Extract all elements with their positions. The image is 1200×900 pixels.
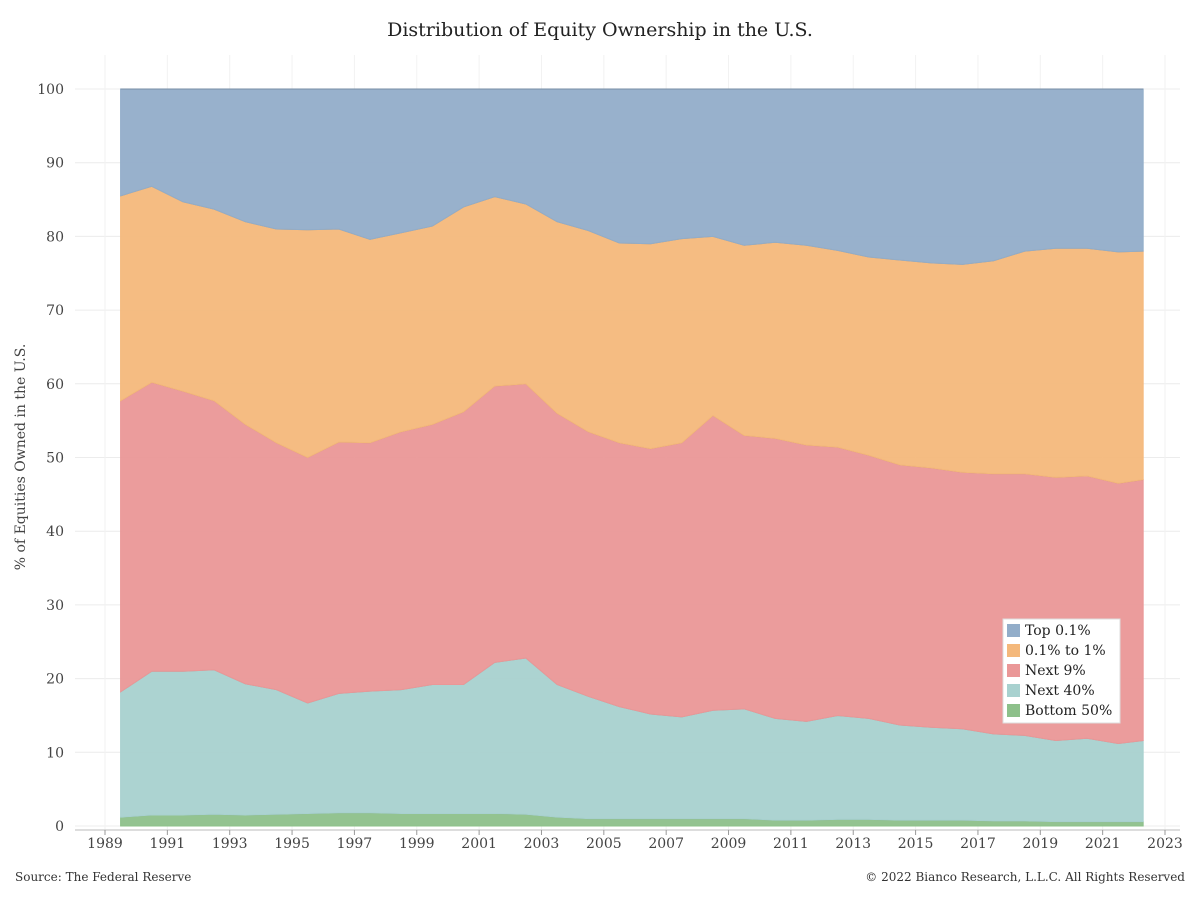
legend-label: 0.1% to 1% (1025, 643, 1106, 659)
y-axis-ticks: 0 10 20 30 40 50 60 70 80 90 100 (37, 82, 64, 835)
x-tick-label: 2015 (898, 836, 934, 852)
x-tick-label: 1997 (337, 836, 373, 852)
y-tick-label: 90 (46, 156, 64, 172)
y-tick-label: 60 (46, 377, 64, 393)
x-tick-label: 2021 (1085, 836, 1121, 852)
y-tick-label: 10 (46, 745, 64, 761)
legend-swatch (1007, 644, 1020, 657)
x-tick-label: 2013 (835, 836, 871, 852)
area-top-0-1 (120, 88, 1144, 265)
x-tick-label: 1989 (87, 836, 123, 852)
y-tick-label: 0 (55, 819, 64, 835)
x-tick-label: 1991 (150, 836, 186, 852)
legend-swatch (1007, 624, 1020, 637)
legend-label: Bottom 50% (1025, 703, 1112, 719)
legend-label: Top 0.1% (1025, 623, 1091, 639)
legend-swatch (1007, 664, 1020, 677)
x-tick-label: 2005 (586, 836, 622, 852)
y-tick-label: 70 (46, 303, 64, 319)
x-tick-label: 2011 (773, 836, 809, 852)
x-tick-label: 2017 (960, 836, 996, 852)
y-tick-label: 50 (46, 451, 64, 467)
chart-title: Distribution of Equity Ownership in the … (387, 19, 813, 41)
legend-box (1002, 618, 1121, 724)
stacked-areas (120, 88, 1144, 827)
y-tick-label: 80 (46, 229, 64, 245)
y-axis-label: % of Equities Owned in the U.S. (13, 344, 29, 571)
x-tick-label: 2003 (524, 836, 560, 852)
y-tick-label: 100 (37, 82, 64, 98)
legend-label: Next 40% (1025, 683, 1095, 699)
x-tick-label: 2009 (711, 836, 747, 852)
y-tick-label: 30 (46, 598, 64, 614)
x-tick-label: 1999 (399, 836, 435, 852)
x-tick-label: 1993 (212, 836, 248, 852)
x-tick-label: 2023 (1147, 836, 1183, 852)
legend-swatch (1007, 684, 1020, 697)
x-tick-label: 2001 (461, 836, 497, 852)
legend-swatch (1007, 704, 1020, 717)
copyright-note: © 2022 Bianco Research, L.L.C. All Right… (865, 870, 1185, 884)
x-axis-ticks: 1989 1991 1993 1995 1997 1999 2001 2003 2005 2007… (87, 830, 1183, 852)
legend: Top 0.1% 0.1% to 1% Next 9% Next 40% Bottom … (1002, 618, 1121, 724)
x-tick-label: 2007 (648, 836, 684, 852)
source-note: Source: The Federal Reserve (15, 870, 192, 884)
x-tick-label: 1995 (274, 836, 310, 852)
legend-label: Next 9% (1025, 663, 1086, 679)
x-tick-label: 2019 (1022, 836, 1058, 852)
y-tick-label: 40 (46, 524, 64, 540)
y-tick-label: 20 (46, 672, 64, 688)
